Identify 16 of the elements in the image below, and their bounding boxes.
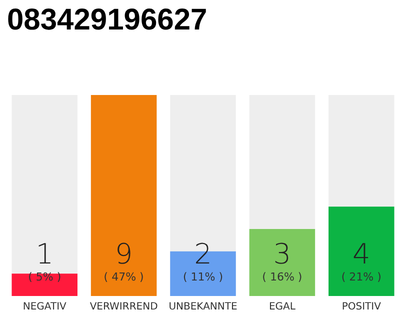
annotation: ( 11% ) (182, 270, 224, 284)
data-label: 9 (114, 238, 133, 270)
x-tick-label: UNBEKANNTE (168, 302, 238, 312)
data-label: 1 (36, 238, 54, 270)
data-label: 4 (352, 238, 370, 270)
annotation: ( 16% ) (262, 270, 302, 284)
bar (12, 274, 78, 296)
data-label: 3 (273, 238, 292, 270)
x-tick-label: EGAL (268, 302, 296, 312)
chart-title: 083429196627 (7, 4, 208, 36)
x-tick-label: POSITIV (342, 302, 382, 312)
annotation: ( 21% ) (341, 270, 382, 284)
x-tick-label: NEGATIV (22, 302, 67, 312)
annotation: ( 47% ) (104, 270, 144, 284)
x-tick-label: VERWIRREND (90, 302, 158, 312)
annotation: ( 5% ) (28, 270, 62, 284)
